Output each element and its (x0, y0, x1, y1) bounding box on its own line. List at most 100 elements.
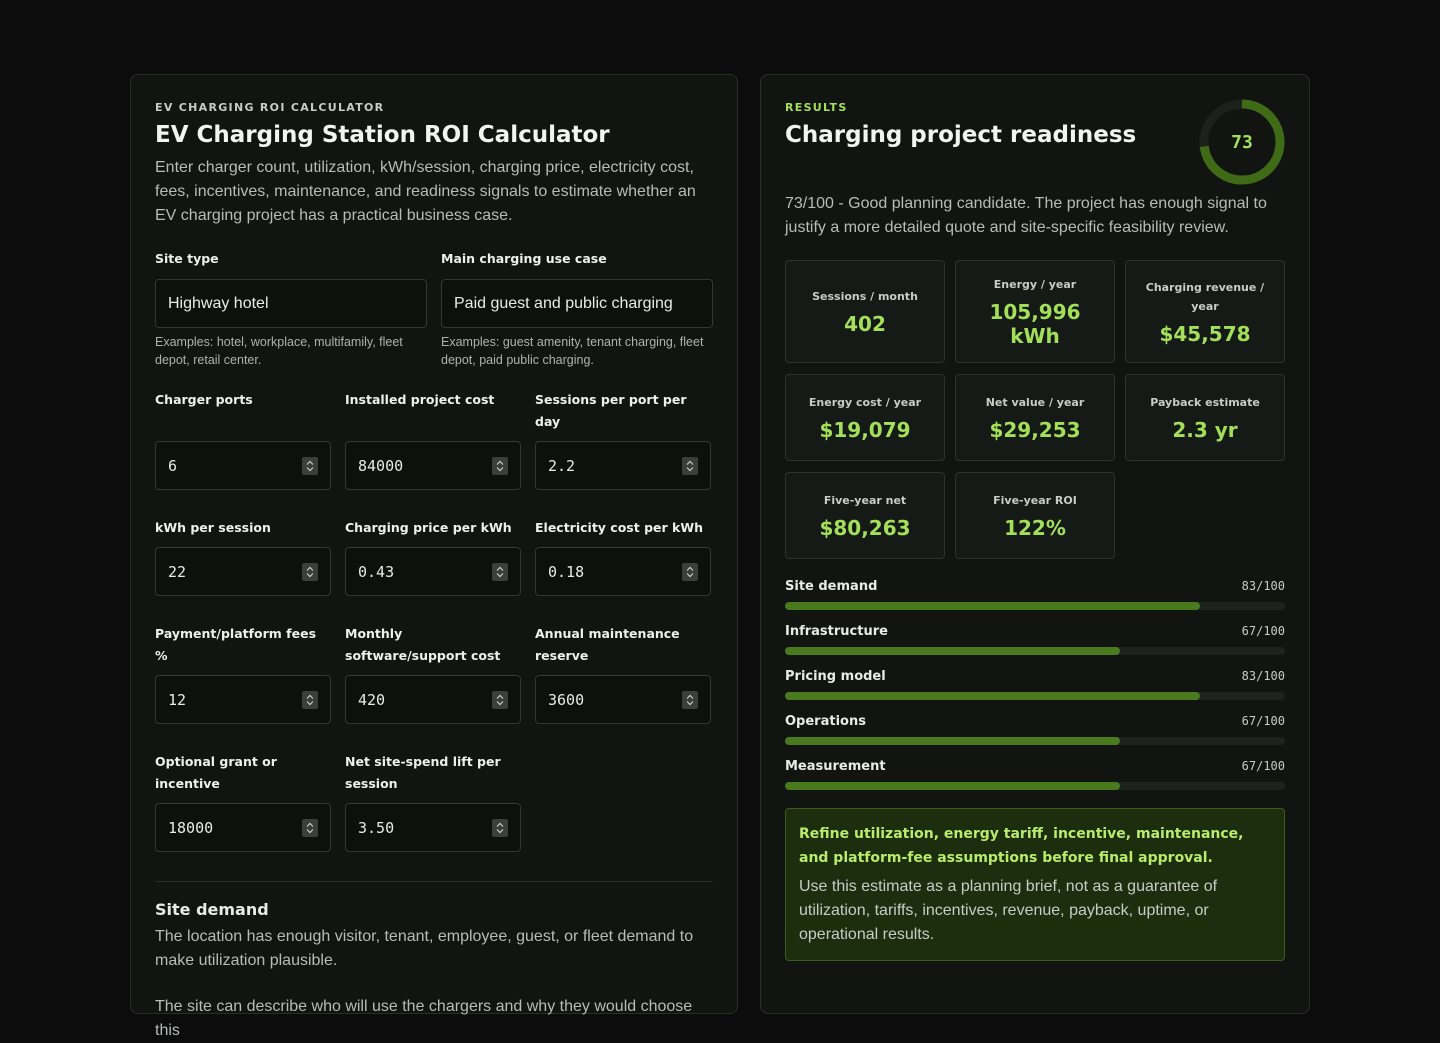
spinner[interactable] (302, 818, 318, 837)
text-input[interactable]: Highway hotel (155, 279, 427, 328)
bar-fill (785, 602, 1200, 610)
spinner-icon (686, 566, 694, 577)
bar-fill (785, 647, 1120, 655)
bar-value: 67/100 (1241, 714, 1285, 728)
spinner[interactable] (492, 818, 508, 837)
field-label: Site type (155, 251, 219, 266)
number-input[interactable]: 22 (155, 547, 331, 596)
field-label: Optional grant or incentive (155, 754, 277, 791)
field-label: Installed project cost (345, 392, 495, 407)
input-value: 6 (168, 456, 178, 475)
number-input[interactable]: 0.43 (345, 547, 521, 596)
field-label: Payment/platform fees % (155, 626, 317, 663)
section-heading: Site demand (155, 900, 269, 919)
bar-track (785, 647, 1285, 655)
metric-value: 402 (844, 312, 886, 336)
spinner-icon (686, 694, 694, 705)
spinner[interactable] (302, 562, 318, 581)
metric-label: Sessions / month (812, 290, 918, 303)
spinner[interactable] (682, 562, 698, 581)
text-field: Site type Highway hotel Examples: hotel, w… (155, 248, 427, 369)
number-input[interactable]: 3.50 (345, 803, 521, 852)
bar-value: 83/100 (1241, 579, 1285, 593)
metric-label: Energy / year (993, 278, 1077, 291)
note-title: Refine utilization, energy tariff, incen… (799, 826, 1244, 866)
number-field: Annual maintenance reserve 3600 (535, 623, 711, 724)
field-label: Electricity cost per kWh (535, 520, 704, 535)
bar-fill (785, 782, 1120, 790)
number-field: Sessions per port per day 2.2 (535, 389, 711, 490)
number-input[interactable]: 12 (155, 675, 331, 724)
spinner-icon (306, 694, 314, 705)
metric-value: $80,263 (819, 516, 911, 540)
metric-value: $45,578 (1159, 321, 1251, 346)
text-fields: Site type Highway hotel Examples: hotel, w… (155, 248, 713, 369)
text-field: Main charging use case Paid guest and pub… (441, 248, 713, 369)
bar-track (785, 737, 1285, 745)
input-value: 22 (168, 562, 187, 581)
spinner[interactable] (682, 690, 698, 709)
metric-value: 122% (1004, 516, 1066, 540)
metric-label: Payback estimate (1150, 396, 1260, 409)
bar-track (785, 602, 1285, 610)
title: EV Charging Station ROI Calculator (155, 122, 610, 148)
spinner-icon (496, 460, 504, 471)
input-value: 3600 (548, 690, 585, 709)
bar-header: Site demand 83/100 (785, 579, 1285, 594)
results-title: Charging project readiness (785, 122, 1137, 148)
number-input[interactable]: 3600 (535, 675, 711, 724)
score-bar: Site demand 83/100 (785, 579, 1285, 610)
metric-card: Energy cost / year $19,079 (785, 374, 945, 461)
metric-card: Five-year ROI 122% (955, 472, 1115, 559)
input-value: 12 (168, 690, 187, 709)
metric-label: Energy cost / year (808, 396, 922, 409)
spinner[interactable] (492, 456, 508, 475)
number-fields: Charger ports 6 Installed project cost 8400… (155, 389, 713, 852)
bar-label: Infrastructure (785, 624, 888, 639)
metric-value: 105,996 kWh (989, 300, 1081, 348)
bar-track (785, 782, 1285, 790)
input-value: 420 (358, 690, 386, 709)
spinner[interactable] (302, 456, 318, 475)
number-input[interactable]: 420 (345, 675, 521, 724)
bar-header: Measurement 67/100 (785, 759, 1285, 774)
spinner[interactable] (492, 562, 508, 581)
description: Enter charger count, utilization, kWh/se… (155, 159, 696, 224)
field-label: Net site-spend lift per session (345, 754, 501, 791)
number-field: Optional grant or incentive 18000 (155, 751, 331, 852)
spinner-icon (496, 566, 504, 577)
number-field: Payment/platform fees % 12 (155, 623, 331, 724)
number-field: Charger ports 6 (155, 389, 331, 490)
metric-card: Net value / year $29,253 (955, 374, 1115, 461)
spinner-icon (496, 694, 504, 705)
spinner[interactable] (492, 690, 508, 709)
input-value: 18000 (168, 818, 214, 837)
input-value: 0.18 (548, 562, 585, 581)
input-value: 84000 (358, 456, 404, 475)
number-field: Installed project cost 84000 (345, 389, 521, 490)
ring-arc (1199, 99, 1285, 185)
score-ring: 73 (1199, 99, 1285, 185)
metric-label: Five-year ROI (993, 494, 1077, 507)
number-input[interactable]: 84000 (345, 441, 521, 490)
section-text: The site can describe who will use the c… (155, 998, 693, 1039)
summary: 73/100 - Good planning candidate. The pr… (785, 195, 1267, 236)
bar-label: Pricing model (785, 669, 886, 684)
number-input[interactable]: 0.18 (535, 547, 711, 596)
bar-header: Operations 67/100 (785, 714, 1285, 729)
bar-label: Site demand (785, 579, 878, 594)
number-input[interactable]: 2.2 (535, 441, 711, 490)
spinner[interactable] (302, 690, 318, 709)
number-input[interactable]: 6 (155, 441, 331, 490)
metric-card: Payback estimate 2.3 yr (1125, 374, 1285, 461)
number-input[interactable]: 18000 (155, 803, 331, 852)
field-label: Charging price per kWh (345, 520, 512, 535)
spinner[interactable] (682, 456, 698, 475)
score: 73 (1231, 132, 1253, 153)
field-label: Main charging use case (441, 251, 607, 266)
text-input[interactable]: Paid guest and public charging (441, 279, 713, 328)
spinner-icon (306, 566, 314, 577)
bar-value: 67/100 (1241, 624, 1285, 638)
metric-card: Five-year net $80,263 (785, 472, 945, 559)
metric-value: 2.3 yr (1172, 418, 1238, 442)
